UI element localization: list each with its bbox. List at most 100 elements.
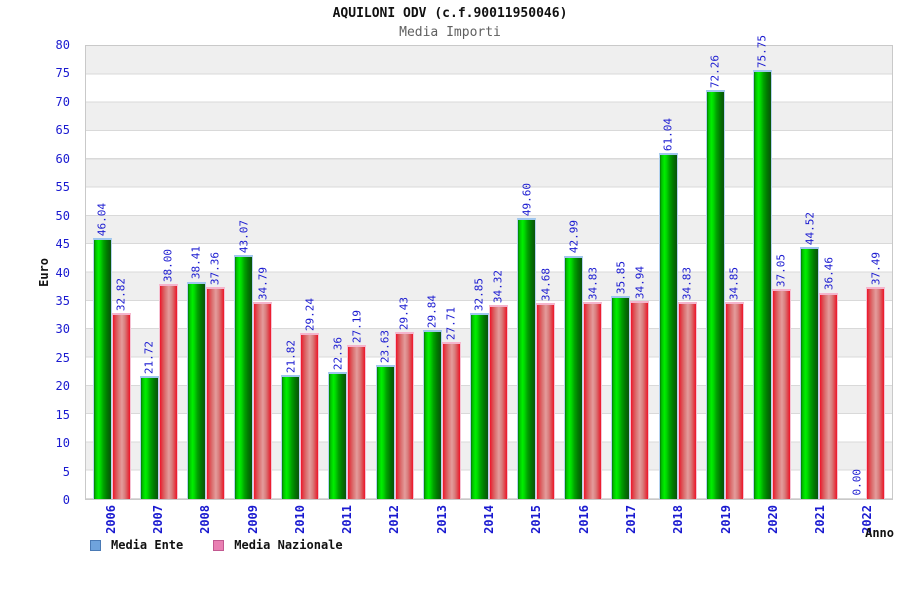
y-tick-0: 0	[62, 493, 70, 507]
value-label: 27.71	[444, 306, 458, 341]
value-label: 44.52	[803, 211, 817, 245]
legend-item-media-nazionale: Media Nazionale	[213, 539, 343, 551]
x-label-2018: 2018	[655, 505, 702, 553]
x-label-text: 2019	[718, 505, 733, 534]
value-label: 75.75	[755, 34, 769, 69]
bar-group-2009: 43.07 34.79	[230, 46, 277, 499]
value-label: 37.05	[774, 254, 788, 288]
bars-container: 46.04 32.82 21.72 38.00 38.41 37.36 43.07 34.79…	[86, 35, 892, 499]
value-label: 21.82	[284, 340, 298, 374]
value-label: 22.36	[331, 337, 345, 371]
y-tick-55: 55	[55, 180, 70, 195]
bar-media-ente-2012: 23.63	[375, 330, 395, 499]
y-tick-80: 80	[55, 38, 70, 52]
value-label: 34.83	[680, 266, 694, 300]
bar-media-ente-2006: 46.04	[92, 203, 112, 499]
y-tick-25: 25	[55, 350, 70, 365]
x-label-2014: 2014	[465, 505, 512, 553]
y-tick-45: 45	[55, 237, 70, 252]
bar-group-2012: 23.63 29.43	[371, 46, 418, 499]
y-tick-70: 70	[55, 94, 70, 109]
bar-media-nazionale-2014: 34.32	[488, 270, 508, 499]
bar-group-2020: 75.75 37.05	[748, 35, 795, 499]
x-label-2013: 2013	[418, 505, 465, 553]
x-label-text: 2007	[150, 505, 165, 534]
bar-media-ente-2021: 44.52	[800, 212, 820, 499]
value-label: 0.00	[850, 468, 864, 496]
legend-item-media-ente: Media Ente	[90, 539, 183, 551]
x-label-2015: 2015	[513, 505, 560, 553]
x-label-2021: 2021	[796, 505, 843, 553]
bar-group-2015: 49.60 34.68	[513, 46, 560, 499]
legend-label: Media Ente	[111, 538, 184, 552]
x-label-text: 2020	[765, 505, 780, 534]
y-tick-15: 15	[55, 407, 70, 422]
value-label: 32.85	[472, 277, 486, 311]
bar-group-2017: 35.85 34.94	[607, 46, 654, 499]
bar-media-ente-2016: 42.99	[564, 220, 584, 499]
plot-area: 46.04 32.82 21.72 38.00 38.41 37.36 43.07 34.79…	[85, 35, 893, 500]
bar-media-nazionale-2017: 34.94	[630, 266, 650, 499]
y-tick-20: 20	[55, 379, 70, 394]
value-label: 37.49	[869, 251, 883, 285]
value-label: 32.82	[114, 278, 128, 312]
x-label-2016: 2016	[560, 505, 607, 553]
bar-media-ente-2010: 21.82	[281, 340, 301, 499]
y-tick-65: 65	[55, 123, 70, 138]
y-tick-60: 60	[55, 151, 70, 166]
x-label-text: 2009	[245, 505, 260, 534]
x-label-text: 2017	[623, 505, 638, 534]
x-label-2020: 2020	[749, 505, 796, 553]
y-axis: 0 5 10 15 20 25 30 35 40 45 50 55 60 65 70 75 80	[0, 39, 78, 506]
value-label: 49.60	[520, 183, 534, 217]
x-label-text: 2014	[482, 505, 497, 534]
x-label-text: 2011	[340, 505, 355, 534]
bar-group-2014: 32.85 34.32	[465, 46, 512, 499]
x-label-text: 2013	[434, 505, 449, 534]
x-label-text: 2008	[198, 505, 213, 534]
bar-group-2011: 22.36 27.19	[324, 46, 371, 499]
value-label: 37.36	[208, 252, 222, 286]
value-label: 61.04	[661, 118, 675, 152]
value-label: 72.26	[708, 54, 722, 88]
legend-swatch-icon	[90, 539, 101, 551]
bar-media-nazionale-2016: 34.83	[583, 267, 603, 499]
value-label: 36.46	[822, 257, 836, 291]
x-label-text: 2012	[387, 505, 402, 534]
value-label: 29.43	[397, 297, 411, 331]
x-label-text: 2010	[292, 505, 307, 534]
value-label: 42.99	[567, 220, 581, 254]
value-label: 46.04	[95, 203, 109, 237]
value-label: 34.79	[256, 266, 270, 301]
bar-media-nazionale-2007: 38.00	[158, 249, 178, 499]
bar-media-nazionale-2019: 34.85	[724, 267, 744, 499]
bar-media-ente-2009: 43.07	[234, 220, 254, 499]
bar-media-ente-2019: 72.26	[705, 55, 725, 499]
x-label-2012: 2012	[371, 505, 418, 553]
value-label: 34.32	[491, 269, 505, 303]
x-label-text: 2018	[671, 505, 686, 534]
value-label: 29.84	[425, 294, 439, 329]
bar-media-nazionale-2010: 29.24	[300, 298, 320, 499]
bar-group-2018: 61.04 34.83	[654, 46, 701, 499]
bar-media-ente-2013: 29.84	[422, 295, 442, 499]
bar-group-2013: 29.84 27.71	[418, 46, 465, 499]
value-label: 34.83	[586, 266, 600, 300]
bar-media-ente-2008: 38.41	[186, 246, 206, 499]
legend-swatch-icon	[213, 539, 225, 551]
bar-media-nazionale-2022: 37.49	[866, 252, 886, 499]
bar-group-2010: 21.82 29.24	[277, 46, 324, 499]
y-tick-50: 50	[55, 208, 70, 223]
bar-group-2006: 46.04 32.82	[88, 46, 135, 499]
bar-media-nazionale-2011: 27.19	[347, 310, 367, 499]
bar-media-ente-2017: 35.85	[611, 261, 631, 499]
x-label-2017: 2017	[607, 505, 654, 553]
bar-group-2019: 72.26 34.85	[701, 46, 748, 499]
value-label: 38.41	[189, 246, 203, 280]
bar-media-ente-2018: 61.04	[658, 118, 678, 499]
value-label: 29.24	[303, 298, 317, 332]
value-label: 34.85	[727, 266, 741, 300]
bar-group-2022: 0.00 37.49	[843, 46, 890, 499]
value-label: 38.00	[161, 248, 175, 282]
bar-media-nazionale-2020: 37.05	[771, 254, 791, 499]
